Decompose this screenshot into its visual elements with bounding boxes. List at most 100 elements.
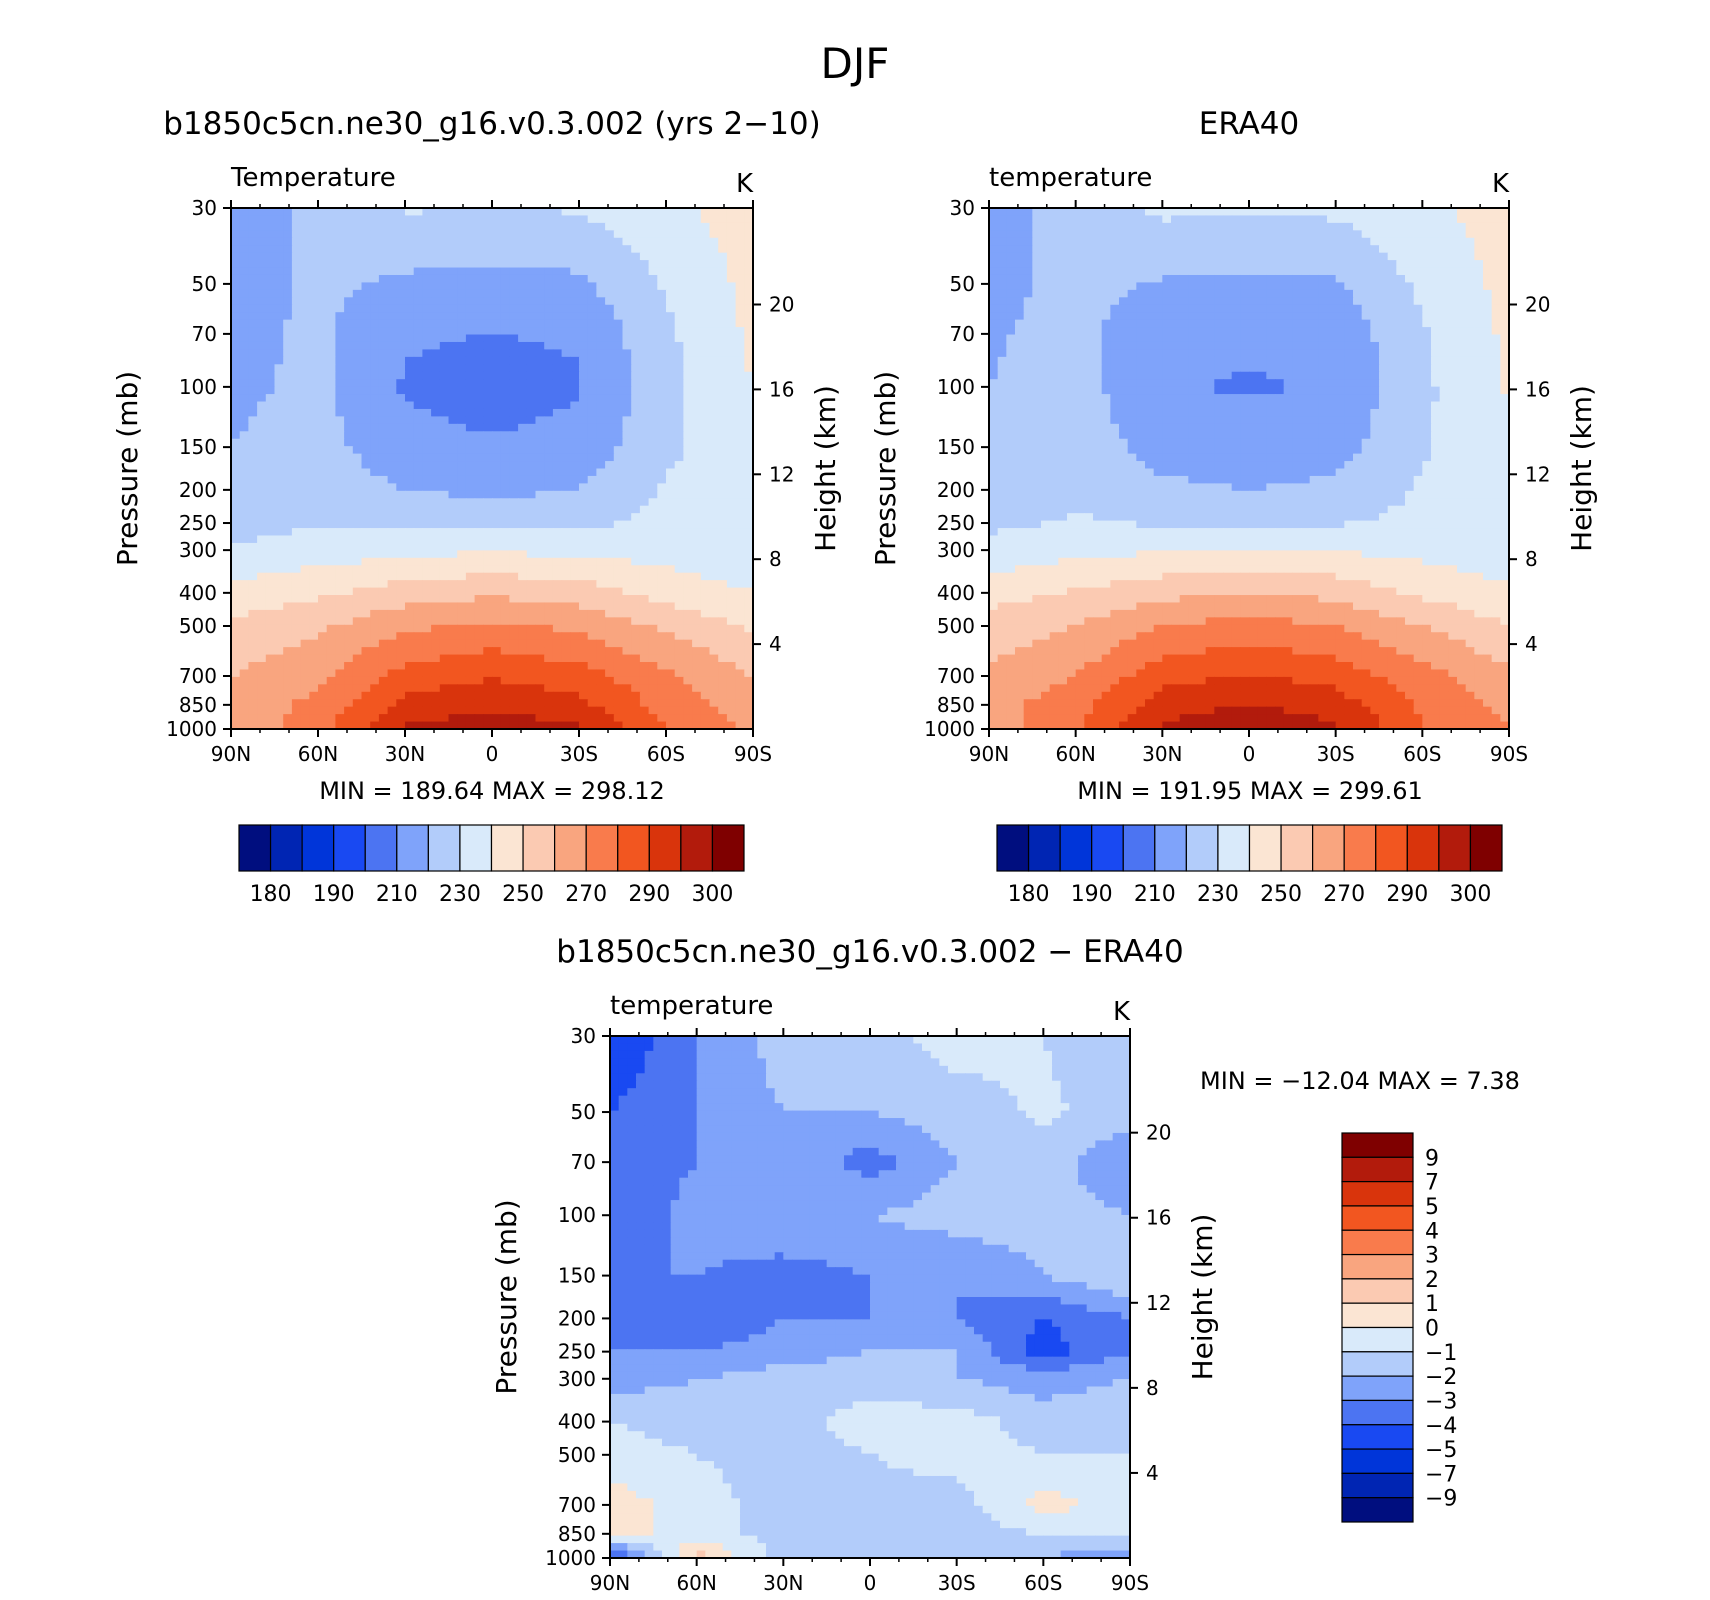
- contour-cell: [257, 609, 267, 618]
- contour-cell: [1500, 237, 1510, 246]
- contour-cell: [500, 394, 510, 403]
- contour-cell: [613, 371, 624, 380]
- contour-cell: [309, 379, 319, 388]
- contour-cell: [509, 498, 519, 507]
- contour-cell: [465, 617, 476, 626]
- contour-cell: [405, 364, 415, 373]
- contour-cell: [605, 237, 615, 246]
- contour-cell: [596, 721, 606, 730]
- contour-cell: [709, 624, 719, 633]
- contour-cell: [335, 245, 345, 254]
- contour-cell: [552, 334, 563, 343]
- contour-cell: [639, 245, 650, 254]
- contour-cell: [526, 461, 537, 470]
- contour-cell: [1292, 215, 1302, 224]
- contour-cell: [1127, 274, 1137, 284]
- contour-cell: [1058, 230, 1068, 239]
- contour-cell: [387, 282, 397, 291]
- contour-cell: [648, 595, 658, 604]
- contour-cell: [483, 557, 493, 566]
- contour-cell: [596, 699, 606, 708]
- contour-cell: [422, 364, 432, 373]
- contour-cell: [439, 341, 450, 351]
- contour-cell: [257, 490, 267, 499]
- contour-cell: [666, 289, 676, 298]
- contour-cell: [674, 274, 684, 284]
- contour-cell: [709, 289, 719, 298]
- contour-cell: [666, 461, 676, 470]
- contour-cell: [265, 401, 276, 410]
- contour-cell: [613, 297, 624, 306]
- contour-cell: [318, 647, 328, 656]
- contour-cell: [352, 267, 363, 276]
- contour-cell: [283, 505, 293, 514]
- contour-cell: [474, 721, 484, 730]
- contour-cell: [1292, 245, 1302, 254]
- contour-cell: [378, 475, 389, 484]
- contour-cell: [1041, 267, 1051, 276]
- contour-cell: [344, 341, 354, 351]
- contour-cell: [1015, 222, 1025, 231]
- contour-cell: [257, 312, 267, 321]
- contour-cell: [1431, 267, 1441, 276]
- contour-cell: [1110, 274, 1120, 284]
- contour-cell: [1457, 274, 1467, 284]
- contour-cell: [248, 587, 258, 596]
- contour-cell: [544, 669, 554, 678]
- contour-cell: [552, 505, 563, 514]
- contour-cell: [648, 461, 658, 470]
- contour-cell: [622, 408, 632, 417]
- contour-cell: [352, 222, 363, 231]
- contour-cell: [544, 379, 554, 388]
- contour-cell: [439, 721, 450, 730]
- contour-cell: [309, 356, 319, 365]
- x-tick-label: 60N: [298, 742, 338, 766]
- contour-cell: [989, 260, 999, 269]
- contour-cell: [344, 312, 354, 321]
- contour-cell: [552, 684, 563, 693]
- contour-cell: [718, 431, 728, 440]
- contour-cell: [231, 669, 241, 678]
- colorbar-label: 180: [250, 882, 292, 907]
- contour-cell: [692, 498, 702, 507]
- contour-cell: [239, 535, 249, 544]
- contour-cell: [605, 609, 615, 618]
- contour-cell: [1231, 215, 1241, 224]
- contour-cell: [622, 319, 632, 328]
- contour-cell: [422, 580, 432, 589]
- contour-cell: [674, 401, 684, 410]
- contour-cell: [257, 624, 267, 633]
- contour-cell: [666, 245, 676, 254]
- contour-cell: [1257, 274, 1267, 284]
- contour-cell: [344, 386, 354, 395]
- contour-cell: [405, 408, 415, 417]
- contour-cell: [535, 483, 545, 492]
- contour-cell: [283, 595, 293, 604]
- contour-cell: [1379, 237, 1389, 246]
- contour-cell: [344, 475, 354, 484]
- y-tick-label: 150: [179, 435, 217, 459]
- contour-cell: [291, 237, 302, 246]
- contour-cell: [1197, 222, 1207, 231]
- contour-cell: [692, 565, 702, 574]
- contour-cell: [1344, 267, 1354, 276]
- contour-cell: [291, 542, 302, 551]
- contour-cell: [248, 468, 258, 477]
- contour-cell: [1335, 274, 1345, 284]
- contour-cell: [989, 237, 999, 246]
- contour-cell: [413, 215, 423, 224]
- contour-cell: [692, 528, 702, 537]
- contour-cell: [1223, 252, 1233, 261]
- contour-cell: [744, 624, 754, 633]
- contour-cell: [431, 721, 441, 730]
- contour-cell: [744, 580, 754, 589]
- contour-cell: [326, 230, 336, 239]
- contour-cell: [439, 408, 450, 417]
- contour-cell: [526, 684, 537, 693]
- contour-cell: [413, 565, 423, 574]
- contour-cell: [1266, 208, 1276, 217]
- contour-cell: [613, 304, 624, 313]
- contour-cell: [344, 319, 354, 328]
- contour-cell: [465, 595, 476, 604]
- contour-cell: [378, 714, 389, 723]
